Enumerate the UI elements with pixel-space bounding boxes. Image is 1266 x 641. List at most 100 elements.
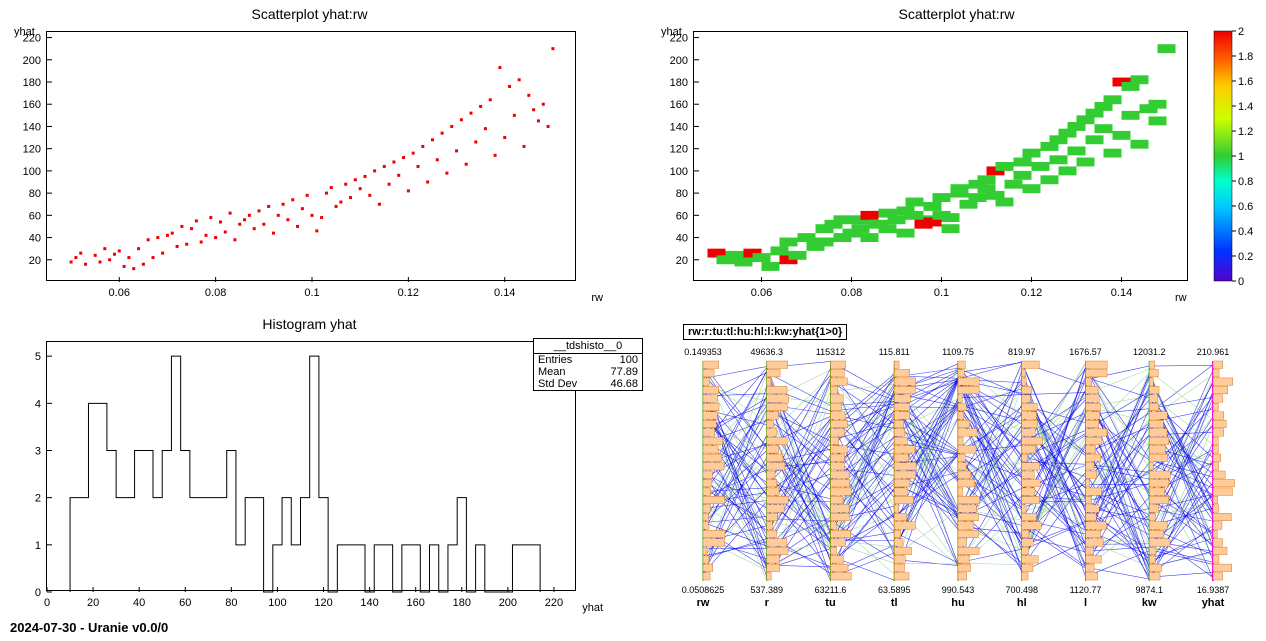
footer-text: 2024-07-30 - Uranie v0.0/0	[6, 616, 1260, 635]
svg-text:tu: tu	[825, 597, 835, 609]
stats-entries-label: Entries	[538, 354, 572, 366]
svg-text:12031.2: 12031.2	[1133, 347, 1166, 357]
svg-text:819.97: 819.97	[1008, 347, 1036, 357]
svg-text:20: 20	[87, 597, 99, 609]
colorbar: 00.20.40.60.811.21.41.61.82	[1214, 31, 1232, 281]
scatter2-xlabel: rw	[1175, 292, 1187, 304]
histogram-plot: 020406080100120140160180200220012345	[46, 341, 576, 591]
svg-text:140: 140	[670, 121, 688, 133]
scatter1-plot: 0.060.080.10.120.14204060801001201401601…	[46, 31, 576, 281]
histogram-stats: __tdshisto__0 Entries100 Mean77.89 Std D…	[533, 338, 643, 391]
svg-text:120: 120	[314, 597, 332, 609]
svg-text:60: 60	[29, 210, 41, 222]
svg-text:0.1: 0.1	[934, 287, 949, 299]
svg-text:5: 5	[35, 351, 41, 363]
svg-text:0.2: 0.2	[1238, 251, 1253, 263]
svg-text:1.8: 1.8	[1238, 51, 1253, 63]
stats-mean: 77.89	[610, 366, 638, 378]
svg-text:tl: tl	[891, 597, 898, 609]
svg-text:49636.3: 49636.3	[750, 347, 783, 357]
svg-text:1: 1	[1238, 151, 1244, 163]
svg-text:hu: hu	[951, 597, 964, 609]
svg-text:kw: kw	[1142, 597, 1157, 609]
svg-text:rw: rw	[697, 597, 710, 609]
svg-text:1: 1	[35, 540, 41, 552]
svg-text:0.14: 0.14	[494, 287, 515, 299]
svg-text:0: 0	[44, 597, 50, 609]
svg-text:220: 220	[545, 597, 563, 609]
svg-text:60: 60	[676, 210, 688, 222]
svg-text:0.12: 0.12	[1021, 287, 1042, 299]
svg-text:20: 20	[676, 255, 688, 267]
svg-text:160: 160	[407, 597, 425, 609]
stats-std: 46.68	[610, 378, 638, 390]
svg-text:160: 160	[670, 99, 688, 111]
chart-grid: Scatterplot yhat:rw 0.060.080.10.120.142…	[6, 6, 1260, 616]
svg-text:0.06: 0.06	[751, 287, 772, 299]
svg-text:40: 40	[29, 233, 41, 245]
svg-text:180: 180	[453, 597, 471, 609]
parallel-plot: 0.1493530.0508625rw49636.3537.389r115312…	[653, 316, 1253, 606]
svg-text:0.1: 0.1	[304, 287, 319, 299]
svg-text:120: 120	[670, 144, 688, 156]
svg-text:200: 200	[23, 55, 41, 67]
svg-text:1.6: 1.6	[1238, 76, 1253, 88]
svg-text:9874.1: 9874.1	[1135, 585, 1163, 595]
scatter1-ylabel: yhat	[14, 26, 35, 38]
svg-text:200: 200	[670, 55, 688, 67]
svg-text:140: 140	[360, 597, 378, 609]
svg-text:1.2: 1.2	[1238, 126, 1253, 138]
svg-text:140: 140	[23, 121, 41, 133]
svg-text:hl: hl	[1017, 597, 1027, 609]
svg-text:100: 100	[268, 597, 286, 609]
svg-text:1120.77: 1120.77	[1070, 585, 1102, 595]
svg-text:0.4: 0.4	[1238, 226, 1253, 238]
scatter2-panel: Scatterplot yhat:rw 0.060.080.10.120.142…	[653, 6, 1260, 306]
svg-text:16.9387: 16.9387	[1197, 585, 1230, 595]
svg-text:0.0508625: 0.0508625	[682, 585, 725, 595]
svg-text:63.5895: 63.5895	[878, 585, 911, 595]
svg-text:0.14: 0.14	[1111, 287, 1132, 299]
svg-text:100: 100	[23, 166, 41, 178]
svg-text:2: 2	[35, 493, 41, 505]
svg-text:1676.57: 1676.57	[1069, 347, 1102, 357]
stats-name: __tdshisto__0	[534, 339, 642, 354]
svg-text:990.543: 990.543	[942, 585, 975, 595]
svg-text:160: 160	[23, 99, 41, 111]
scatter2-plot: 0.060.080.10.120.14204060801001201401601…	[693, 31, 1188, 281]
svg-text:700.498: 700.498	[1005, 585, 1038, 595]
svg-text:0.149353: 0.149353	[684, 347, 722, 357]
svg-text:100: 100	[670, 166, 688, 178]
svg-text:yhat: yhat	[1202, 597, 1225, 609]
svg-text:3: 3	[35, 445, 41, 457]
svg-text:0.6: 0.6	[1238, 201, 1253, 213]
svg-text:210.961: 210.961	[1197, 347, 1230, 357]
svg-text:0.12: 0.12	[398, 287, 419, 299]
histogram-xlabel: yhat	[582, 602, 603, 614]
svg-text:200: 200	[499, 597, 517, 609]
svg-text:1109.75: 1109.75	[942, 347, 974, 357]
scatter2-ylabel: yhat	[661, 26, 682, 38]
svg-text:115.811: 115.811	[879, 347, 910, 357]
svg-text:4: 4	[35, 398, 41, 410]
svg-text:120: 120	[23, 144, 41, 156]
svg-text:0.08: 0.08	[841, 287, 862, 299]
stats-entries: 100	[620, 354, 638, 366]
scatter2-title: Scatterplot yhat:rw	[899, 6, 1015, 22]
scatter1-title: Scatterplot yhat:rw	[252, 6, 368, 22]
svg-text:60: 60	[179, 597, 191, 609]
stats-std-label: Std Dev	[538, 378, 577, 390]
svg-text:180: 180	[23, 77, 41, 89]
svg-text:r: r	[765, 597, 770, 609]
histogram-panel: Histogram yhat 0204060801001201401601802…	[6, 316, 613, 616]
svg-text:0: 0	[1238, 276, 1244, 288]
svg-text:2: 2	[1238, 26, 1244, 38]
svg-text:115312: 115312	[816, 347, 845, 357]
svg-text:80: 80	[29, 188, 41, 200]
svg-text:180: 180	[670, 77, 688, 89]
svg-text:40: 40	[133, 597, 145, 609]
svg-text:0.08: 0.08	[205, 287, 226, 299]
parallel-panel: rw:r:tu:tl:hu:hl:l:kw:yhat{1>0} 0.149353…	[653, 316, 1260, 616]
scatter1-panel: Scatterplot yhat:rw 0.060.080.10.120.142…	[6, 6, 613, 306]
svg-text:0.8: 0.8	[1238, 176, 1253, 188]
